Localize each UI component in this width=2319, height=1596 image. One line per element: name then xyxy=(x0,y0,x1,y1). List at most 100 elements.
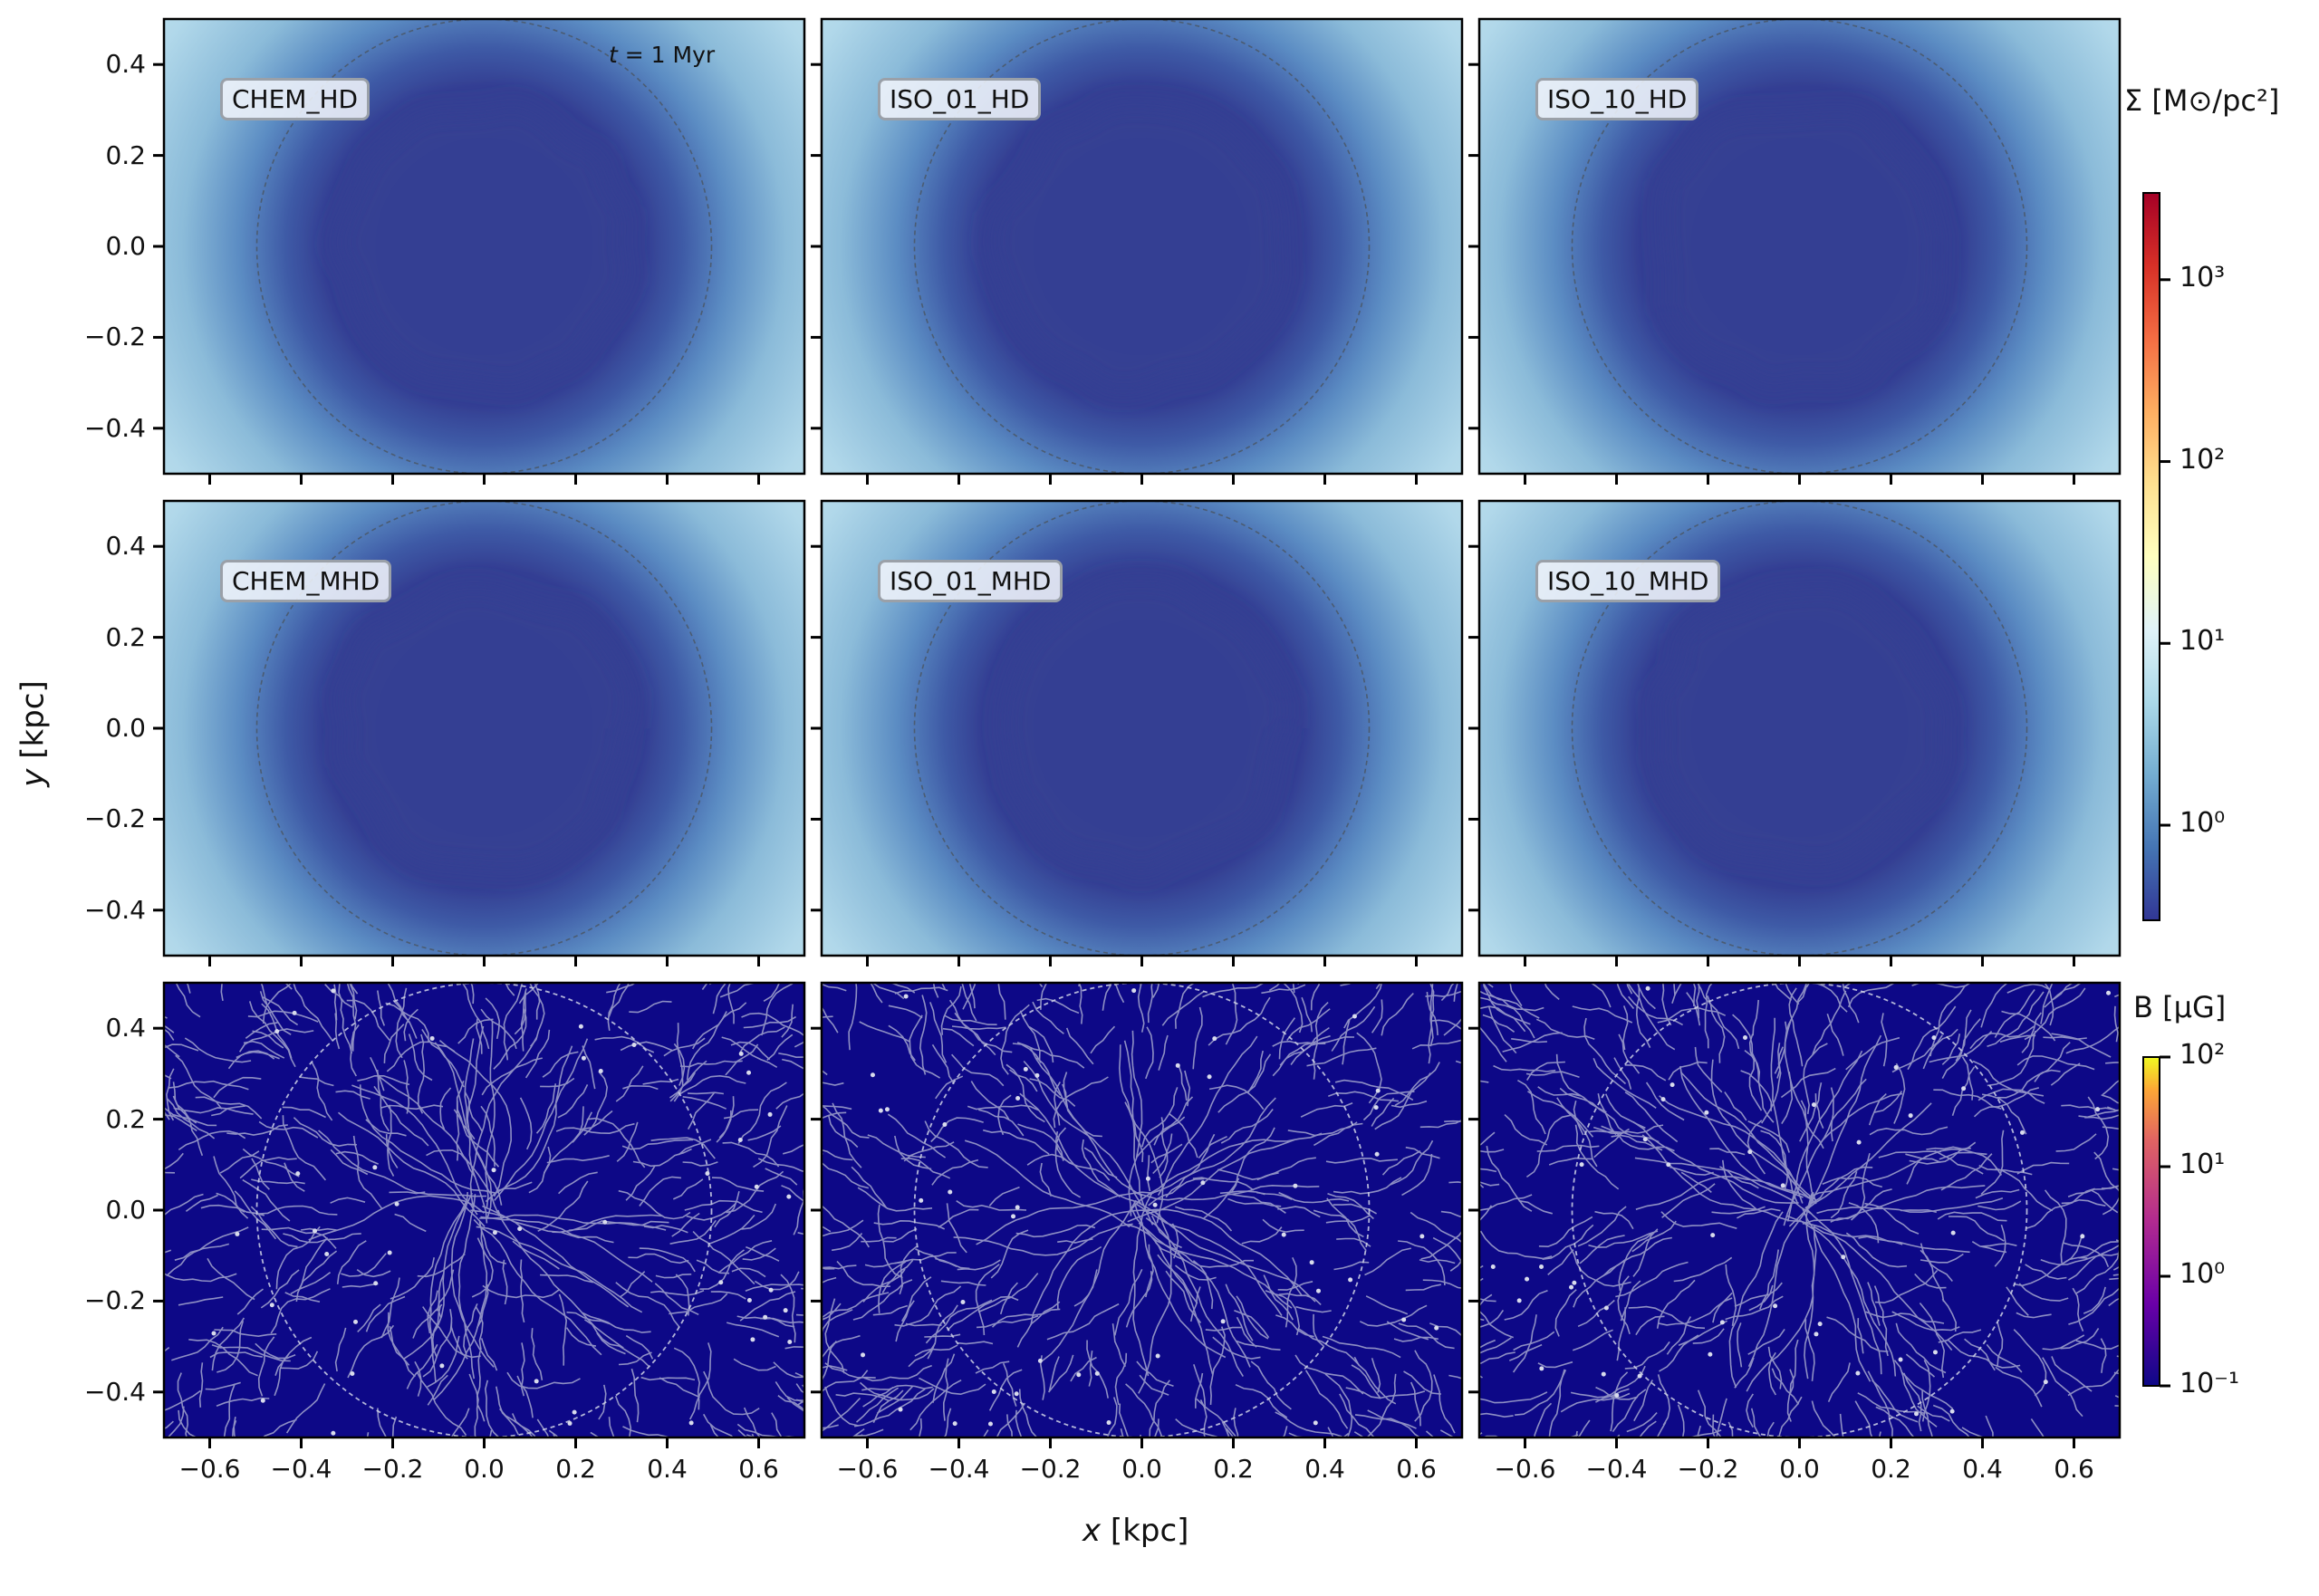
field-streamlines xyxy=(164,983,804,1437)
field-knot xyxy=(763,1314,768,1320)
x-tick-label: 0.4 xyxy=(1962,1454,2003,1484)
x-tick-label: 0.2 xyxy=(555,1454,596,1484)
sigma-colorbar-tick-label: 10² xyxy=(2179,443,2226,476)
cavity-core xyxy=(1690,620,1909,837)
field-knot xyxy=(1220,1319,1226,1324)
panel-label: CHEM_HD xyxy=(220,78,370,120)
panel-label: ISO_10_MHD xyxy=(1535,560,1721,602)
x-tick-label: 0.0 xyxy=(1121,1454,1162,1484)
field-knot xyxy=(1293,1183,1298,1188)
field-knot xyxy=(1855,1370,1861,1376)
field-knot xyxy=(1950,1230,1956,1235)
reference-circle xyxy=(1571,501,2028,956)
field-knot xyxy=(1743,1034,1748,1040)
field-knot xyxy=(754,1184,759,1189)
panel-label: ISO_01_MHD xyxy=(878,560,1063,602)
b-colorbar-tick-label: 10² xyxy=(2179,1039,2226,1071)
field-knot xyxy=(768,1287,774,1293)
field-knot xyxy=(1315,1288,1321,1293)
field-knot xyxy=(884,1107,890,1112)
x-tick-label: −0.4 xyxy=(1585,1454,1648,1484)
field-knot xyxy=(2095,1107,2101,1112)
field-knot xyxy=(919,1197,924,1203)
time-annotation: t = 1 Myr xyxy=(609,42,716,68)
sigma-colorbar-title: Σ [M⊙/pc²] xyxy=(2124,83,2280,118)
field-knot xyxy=(1401,1317,1407,1322)
field-knot xyxy=(581,1055,586,1061)
field-knot xyxy=(1773,1303,1778,1309)
x-tick-label: 0.2 xyxy=(1871,1454,1911,1484)
field-knot xyxy=(1669,1082,1675,1088)
field-knot xyxy=(1914,1411,1920,1417)
field-knot xyxy=(1841,1255,1846,1260)
field-knot xyxy=(1601,1371,1606,1377)
field-knot xyxy=(1603,1305,1609,1311)
x-tick-label: −0.6 xyxy=(1494,1454,1556,1484)
x-tick-label: 0.4 xyxy=(647,1454,688,1484)
field-knot xyxy=(1106,1420,1111,1426)
field-knot xyxy=(292,1010,297,1015)
field-knot xyxy=(598,1068,603,1073)
field-knot xyxy=(578,1024,583,1029)
field-knot xyxy=(372,1165,378,1170)
field-knot xyxy=(737,1137,743,1142)
x-tick-label: −0.2 xyxy=(1019,1454,1082,1484)
y-tick-label: −0.4 xyxy=(84,894,146,925)
b-colorbar-tick-label: 10⁻¹ xyxy=(2179,1368,2240,1399)
y-tick-label: −0.4 xyxy=(84,1376,146,1407)
field-knot xyxy=(353,1319,359,1324)
y-tick-label: 0.2 xyxy=(105,621,146,652)
reference-circle xyxy=(255,19,713,474)
field-knot xyxy=(787,1339,793,1344)
field-knot xyxy=(861,1352,866,1358)
field-knot xyxy=(2019,1130,2025,1135)
reference-circle xyxy=(255,983,713,1437)
field-knot xyxy=(1207,1074,1212,1080)
field-knot xyxy=(1539,1366,1544,1371)
b-colorbar-title: B [μG] xyxy=(2133,990,2227,1024)
field-knot xyxy=(1898,1357,1903,1362)
field-knot xyxy=(274,1029,280,1034)
field-knot xyxy=(2106,990,2112,995)
field-knot xyxy=(1313,1420,1318,1426)
field-knot xyxy=(295,1171,301,1177)
field-knot xyxy=(517,1226,523,1232)
field-knot xyxy=(534,1379,539,1384)
field-knot xyxy=(1375,1088,1381,1093)
field-knot xyxy=(1704,1110,1709,1115)
x-tick-label: 0.6 xyxy=(738,1454,779,1484)
field-knot xyxy=(1015,1205,1020,1210)
x-tick-label: −0.4 xyxy=(928,1454,990,1484)
field-knot xyxy=(1614,1393,1620,1399)
field-knot xyxy=(718,1280,724,1285)
x-tick-label: −0.2 xyxy=(1677,1454,1739,1484)
field-knot xyxy=(1037,1358,1043,1363)
field-knot xyxy=(688,1420,694,1426)
cavity-core xyxy=(375,620,593,837)
field-knot xyxy=(331,988,336,994)
field-knot xyxy=(952,1421,957,1427)
field-knot xyxy=(1666,1162,1671,1168)
field-knot xyxy=(1817,1322,1823,1327)
panel-2-0 xyxy=(164,983,804,1437)
field-knot xyxy=(1200,1180,1206,1186)
field-knot xyxy=(1949,1409,1955,1414)
x-tick-label: 0.0 xyxy=(464,1454,505,1484)
field-knot xyxy=(1780,1183,1785,1188)
field-knot xyxy=(1212,1036,1217,1042)
field-knot xyxy=(960,1299,966,1304)
field-knot xyxy=(746,1297,752,1303)
field-knot xyxy=(1014,1391,1019,1397)
sigma-colorbar-tick-label: 10³ xyxy=(2179,261,2226,293)
field-knot xyxy=(1637,1373,1642,1379)
field-knot xyxy=(1539,1264,1544,1269)
y-tick-label: 0.2 xyxy=(105,139,146,170)
field-knot xyxy=(1309,1260,1314,1265)
field-knot xyxy=(1719,1320,1725,1325)
y-axis-title: y [kpc] xyxy=(14,680,52,787)
field-knot xyxy=(312,1228,317,1234)
field-knot xyxy=(991,1389,996,1394)
field-knot xyxy=(987,1421,993,1427)
field-knot xyxy=(878,1108,883,1113)
